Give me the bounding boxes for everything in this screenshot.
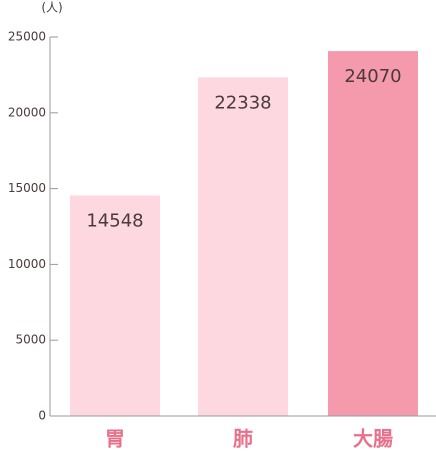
value-label: 14548	[86, 210, 143, 231]
bar	[328, 51, 418, 416]
x-tick-label: 大腸	[353, 427, 393, 451]
y-tick-label: 0	[38, 409, 46, 423]
bar	[198, 77, 288, 416]
y-tick-label: 20000	[8, 105, 46, 119]
bar	[70, 195, 160, 416]
y-tick-label: 10000	[8, 257, 46, 271]
value-label: 24070	[344, 66, 401, 87]
y-tick-label: 15000	[8, 181, 46, 195]
y-tick-label: 5000	[15, 333, 46, 347]
y-tick-label: 25000	[8, 30, 46, 44]
x-tick-label: 胃	[105, 427, 125, 451]
y-axis-label: (人)	[41, 1, 62, 15]
value-label: 22338	[214, 92, 271, 113]
x-tick-label: 肺	[233, 427, 253, 451]
